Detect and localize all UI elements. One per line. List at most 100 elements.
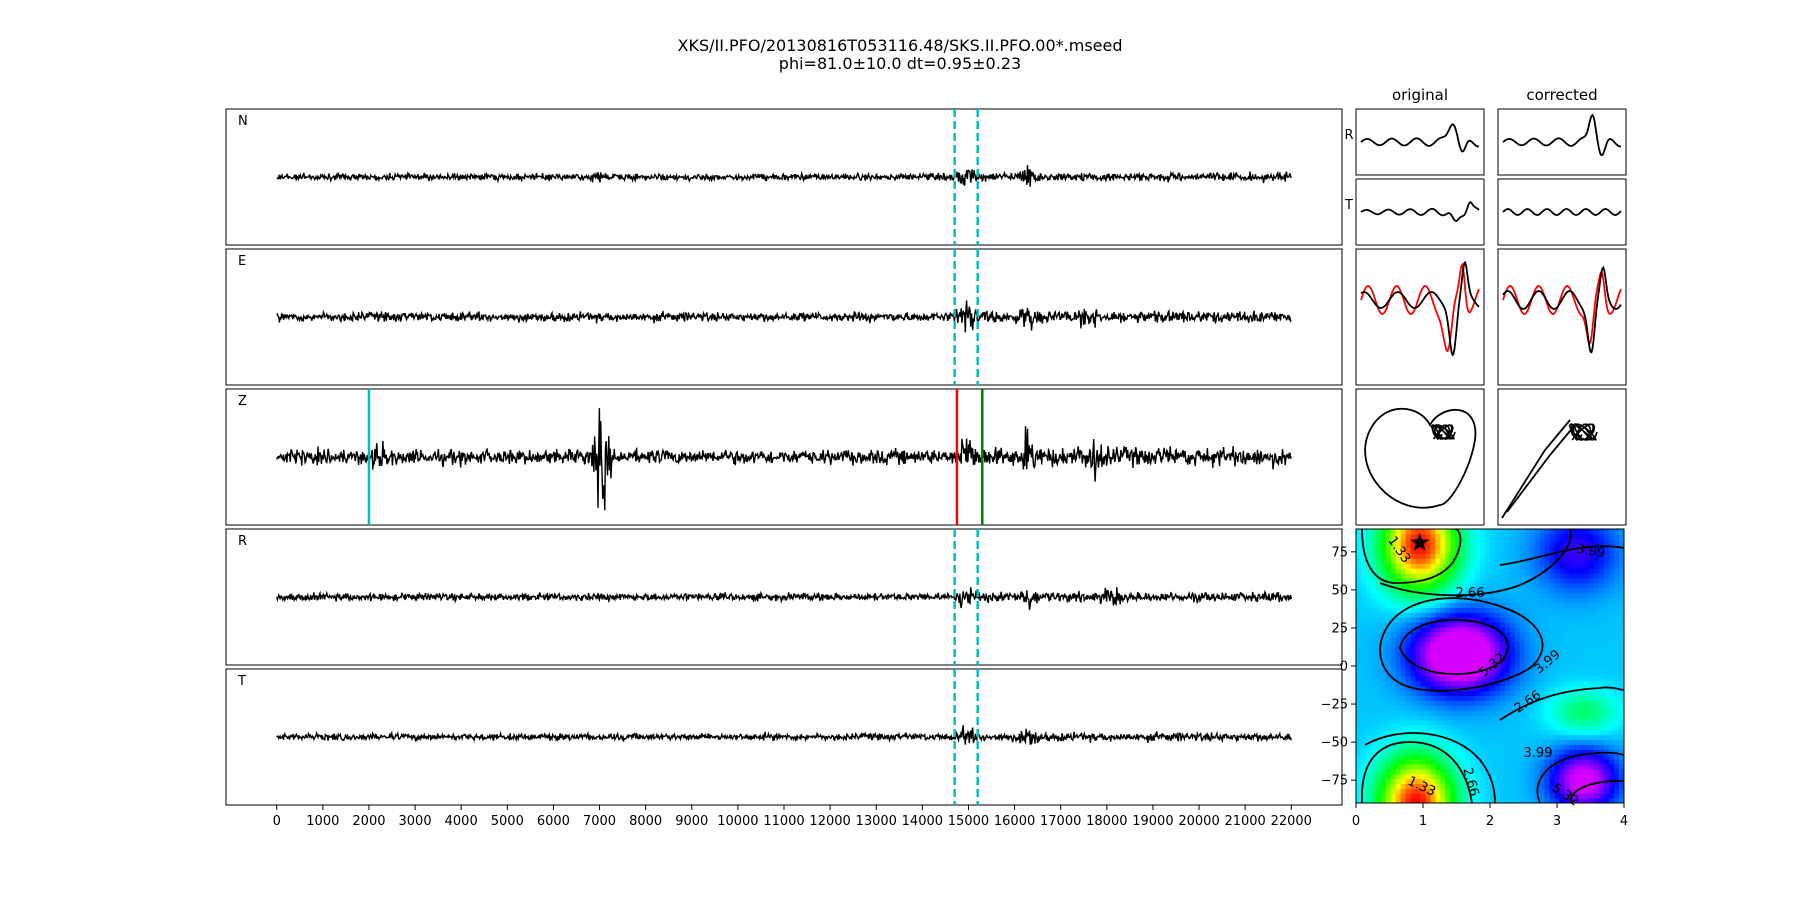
heatmap-cell	[1415, 744, 1422, 750]
heatmap-cell	[1504, 656, 1511, 662]
heatmap-cell	[1450, 543, 1456, 550]
heatmap-cell	[1594, 793, 1600, 799]
heatmap-cell	[1430, 778, 1436, 785]
heatmap-cell	[1619, 798, 1624, 803]
heatmap-cell	[1455, 734, 1461, 740]
heatmap-cell	[1490, 714, 1496, 721]
corrected-r-wave	[1502, 113, 1622, 157]
heatmap-cell	[1425, 714, 1432, 721]
heatmap-cell	[1420, 700, 1427, 706]
heatmap-cell	[1475, 582, 1481, 589]
heatmap-cell	[1475, 778, 1481, 785]
heatmap-cell	[1584, 617, 1590, 623]
heatmap-cell	[1445, 563, 1451, 569]
heatmap-cell	[1450, 597, 1456, 603]
heatmap-cell	[1375, 548, 1382, 555]
heatmap-cell	[1619, 529, 1624, 535]
heatmap-cell	[1519, 582, 1526, 589]
heatmap-cell	[1574, 714, 1580, 721]
heatmap-cell	[1509, 680, 1516, 687]
heatmap-cell	[1539, 690, 1546, 696]
heatmap-cell	[1356, 612, 1362, 618]
heatmap-cell	[1609, 734, 1615, 740]
heatmap-cell	[1460, 724, 1466, 731]
heatmap-cell	[1569, 636, 1575, 643]
heatmap-cell	[1360, 573, 1367, 579]
heatmap-cell	[1599, 675, 1605, 682]
heatmap-cell	[1509, 597, 1516, 603]
heatmap-cell	[1594, 724, 1600, 731]
heatmap-cell	[1584, 548, 1590, 555]
heatmap-cell	[1410, 612, 1417, 618]
heatmap-cell	[1599, 626, 1605, 633]
heatmap-cell	[1465, 714, 1471, 721]
heatmap-cell	[1415, 568, 1422, 574]
heatmap-cell	[1400, 577, 1407, 584]
heatmap-cell	[1604, 680, 1610, 687]
heatmap-cell	[1356, 729, 1362, 736]
heatmap-cell	[1579, 577, 1585, 584]
heatmap-cell	[1514, 631, 1521, 638]
heatmap-cell	[1435, 641, 1441, 648]
heatmap-cell	[1584, 646, 1590, 652]
heatmap-cell	[1370, 710, 1377, 716]
heatmap-cell	[1539, 592, 1546, 599]
heatmap-cell	[1470, 700, 1476, 706]
heatmap-cell	[1370, 636, 1377, 643]
heatmap-cell	[1470, 582, 1476, 589]
heatmap-cell	[1564, 719, 1570, 726]
heatmap-cell	[1405, 543, 1412, 550]
heatmap-cell	[1504, 592, 1511, 599]
heatmap-cell	[1395, 690, 1402, 696]
heatmap-cell	[1494, 646, 1501, 652]
heatmap-cell	[1356, 724, 1362, 731]
heatmap-cell	[1604, 626, 1610, 633]
heatmap-cell	[1529, 597, 1536, 603]
heatmap-cell	[1470, 734, 1476, 740]
heatmap-cell	[1485, 538, 1491, 545]
heatmap-cell	[1490, 798, 1496, 803]
heatmap-cell	[1599, 793, 1605, 799]
heatmap-cell	[1365, 626, 1372, 633]
heatmap-cell	[1385, 680, 1392, 687]
heatmap-cell	[1534, 675, 1541, 682]
heatmap-cell	[1400, 626, 1407, 633]
heatmap-cell	[1564, 680, 1570, 687]
heatmap-cell	[1544, 724, 1551, 731]
heatmap-cell	[1380, 724, 1387, 731]
heatmap-cell	[1619, 690, 1624, 696]
heatmap-cell	[1529, 685, 1536, 692]
heatmap-cell	[1356, 798, 1362, 803]
heatmap-cell	[1599, 670, 1605, 677]
heatmap-cell	[1499, 739, 1506, 745]
heatmap-cell	[1440, 705, 1446, 711]
heatmap-cell	[1485, 754, 1491, 760]
heatmap-cell	[1365, 553, 1372, 559]
heatmap-cell	[1549, 793, 1556, 799]
heatmap-cell	[1559, 734, 1566, 740]
heatmap-cell	[1604, 788, 1610, 794]
contour-2-66-bottom	[1364, 732, 1496, 803]
heatmap-cell	[1519, 768, 1526, 775]
heatmap-cell	[1534, 749, 1541, 755]
heatmap-cell	[1559, 798, 1566, 803]
heatmap-cell	[1465, 793, 1471, 799]
heatmap-cell	[1395, 558, 1402, 564]
heatmap-cell	[1455, 661, 1461, 667]
heatmap-cell	[1480, 617, 1486, 623]
heatmap-cell	[1380, 602, 1387, 608]
heatmap-cell	[1455, 641, 1461, 648]
heatmap-cell	[1425, 734, 1432, 740]
heatmap-cell	[1604, 719, 1610, 726]
heatmap-cell	[1589, 675, 1595, 682]
heatmap-cell	[1614, 793, 1620, 799]
heatmap-cell	[1559, 646, 1566, 652]
heatmap-cell	[1569, 538, 1575, 545]
heatmap-cell	[1509, 768, 1516, 775]
heatmap-cell	[1549, 577, 1556, 584]
heatmap-cell	[1435, 651, 1441, 657]
heatmap-cell	[1360, 636, 1367, 643]
heatmap-cell	[1604, 666, 1610, 672]
heatmap-cell	[1460, 577, 1466, 584]
heatmap-cell	[1524, 587, 1531, 594]
